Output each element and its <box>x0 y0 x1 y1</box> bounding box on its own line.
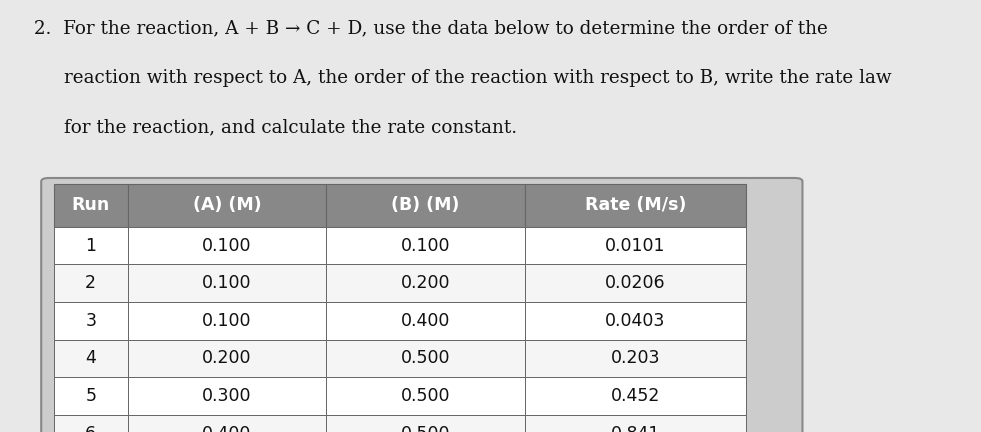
Text: 0.841: 0.841 <box>610 425 660 432</box>
Text: 1: 1 <box>85 237 96 254</box>
Text: 0.0206: 0.0206 <box>605 274 665 292</box>
Bar <box>54 227 128 264</box>
Text: 0.500: 0.500 <box>401 349 450 367</box>
Bar <box>128 302 326 340</box>
Bar <box>326 227 525 264</box>
Text: reaction with respect to A, the order of the reaction with respect to B, write t: reaction with respect to A, the order of… <box>64 69 892 87</box>
Bar <box>128 227 326 264</box>
Bar <box>128 184 326 227</box>
Text: 0.100: 0.100 <box>202 274 251 292</box>
Text: (A) (M): (A) (M) <box>192 196 261 214</box>
Bar <box>326 340 525 377</box>
Text: 6: 6 <box>85 425 96 432</box>
Text: 2: 2 <box>85 274 96 292</box>
Bar <box>54 415 128 432</box>
Text: 0.100: 0.100 <box>202 237 251 254</box>
Bar <box>54 302 128 340</box>
Text: for the reaction, and calculate the rate constant.: for the reaction, and calculate the rate… <box>64 119 517 137</box>
Text: 0.400: 0.400 <box>202 425 251 432</box>
Bar <box>54 377 128 415</box>
Bar <box>326 302 525 340</box>
Bar <box>525 415 746 432</box>
Bar <box>525 184 746 227</box>
Text: 0.100: 0.100 <box>202 312 251 330</box>
Bar <box>326 184 525 227</box>
Text: (B) (M): (B) (M) <box>391 196 460 214</box>
Bar <box>54 264 128 302</box>
Bar <box>525 264 746 302</box>
Text: 0.200: 0.200 <box>401 274 450 292</box>
Bar <box>326 264 525 302</box>
Text: 0.400: 0.400 <box>401 312 450 330</box>
Text: 2.  For the reaction, A + B → C + D, use the data below to determine the order o: 2. For the reaction, A + B → C + D, use … <box>34 19 828 38</box>
Bar <box>326 415 525 432</box>
Bar <box>525 227 746 264</box>
Text: 0.203: 0.203 <box>610 349 660 367</box>
Text: 0.100: 0.100 <box>401 237 450 254</box>
Bar <box>326 377 525 415</box>
Bar <box>128 377 326 415</box>
Text: 4: 4 <box>85 349 96 367</box>
Bar <box>525 377 746 415</box>
Text: 0.0101: 0.0101 <box>605 237 665 254</box>
Bar <box>54 184 128 227</box>
Text: 0.500: 0.500 <box>401 387 450 405</box>
Text: 0.0403: 0.0403 <box>605 312 665 330</box>
Bar <box>54 340 128 377</box>
Text: 0.500: 0.500 <box>401 425 450 432</box>
Text: 5: 5 <box>85 387 96 405</box>
Text: 3: 3 <box>85 312 96 330</box>
Text: 0.300: 0.300 <box>202 387 251 405</box>
Bar <box>128 415 326 432</box>
Text: 0.200: 0.200 <box>202 349 251 367</box>
Text: Run: Run <box>72 196 110 214</box>
Bar <box>128 340 326 377</box>
Bar <box>525 340 746 377</box>
Text: Rate (M/s): Rate (M/s) <box>585 196 686 214</box>
FancyBboxPatch shape <box>41 178 802 432</box>
Bar <box>128 264 326 302</box>
Bar <box>525 302 746 340</box>
Text: 0.452: 0.452 <box>610 387 660 405</box>
